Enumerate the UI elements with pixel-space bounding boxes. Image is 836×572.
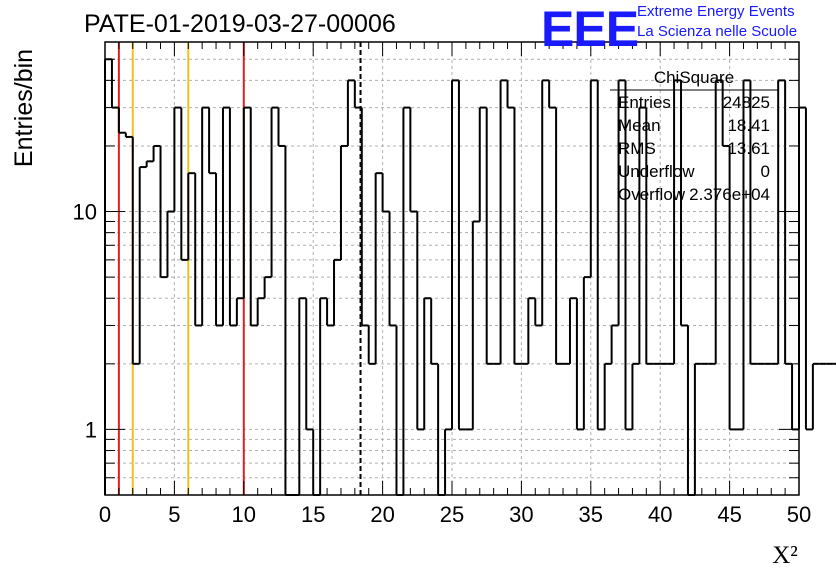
- x-tick-label: 5: [168, 502, 180, 527]
- x-tick-label: 35: [579, 502, 603, 527]
- y-tick-label: 1: [85, 417, 97, 442]
- stats-entries-value: 24825: [722, 93, 770, 112]
- x-tick-label: 30: [509, 502, 533, 527]
- stats-underflow-label: Underflow: [618, 162, 695, 181]
- marker-lines: [117, 42, 362, 495]
- stats-mean-value: 18.41: [727, 116, 770, 135]
- x-tick-label: 45: [717, 502, 741, 527]
- stats-mean-label: Mean: [618, 116, 661, 135]
- x-tick-label: 50: [787, 502, 811, 527]
- x-axis-label: X²: [772, 542, 798, 569]
- x-tick-label: 15: [301, 502, 325, 527]
- y-tick-label: 10: [73, 200, 97, 225]
- histogram: [104, 58, 836, 496]
- stats-underflow-value: 0: [760, 162, 770, 181]
- stats-rms-value: 13.61: [727, 139, 770, 158]
- stats-title: ChiSquare: [653, 68, 735, 87]
- x-tick-label: 20: [370, 502, 394, 527]
- eee-logo: EEE: [541, 1, 639, 57]
- axes: 0 5 10 15 20 25 30 35 40 45 50 1 10: [73, 42, 811, 527]
- stats-overflow-value: 2.376e+04: [689, 185, 770, 204]
- logo-line-2: La Scienza nelle Scuole: [637, 23, 798, 40]
- x-tick-label: 0: [99, 502, 111, 527]
- x-tick-label: 10: [232, 502, 256, 527]
- page-title: PATE-01-2019-03-27-00006: [84, 10, 396, 38]
- logo-line-1: Extreme Energy Events: [637, 3, 795, 20]
- stats-rms-label: RMS: [618, 139, 656, 158]
- x-tick-label: 40: [648, 502, 672, 527]
- stats-entries-label: Entries: [618, 93, 671, 112]
- stats-overflow-label: Overflow: [618, 185, 686, 204]
- y-axis-label: Entries/bin: [10, 49, 38, 167]
- x-tick-label: 25: [440, 502, 464, 527]
